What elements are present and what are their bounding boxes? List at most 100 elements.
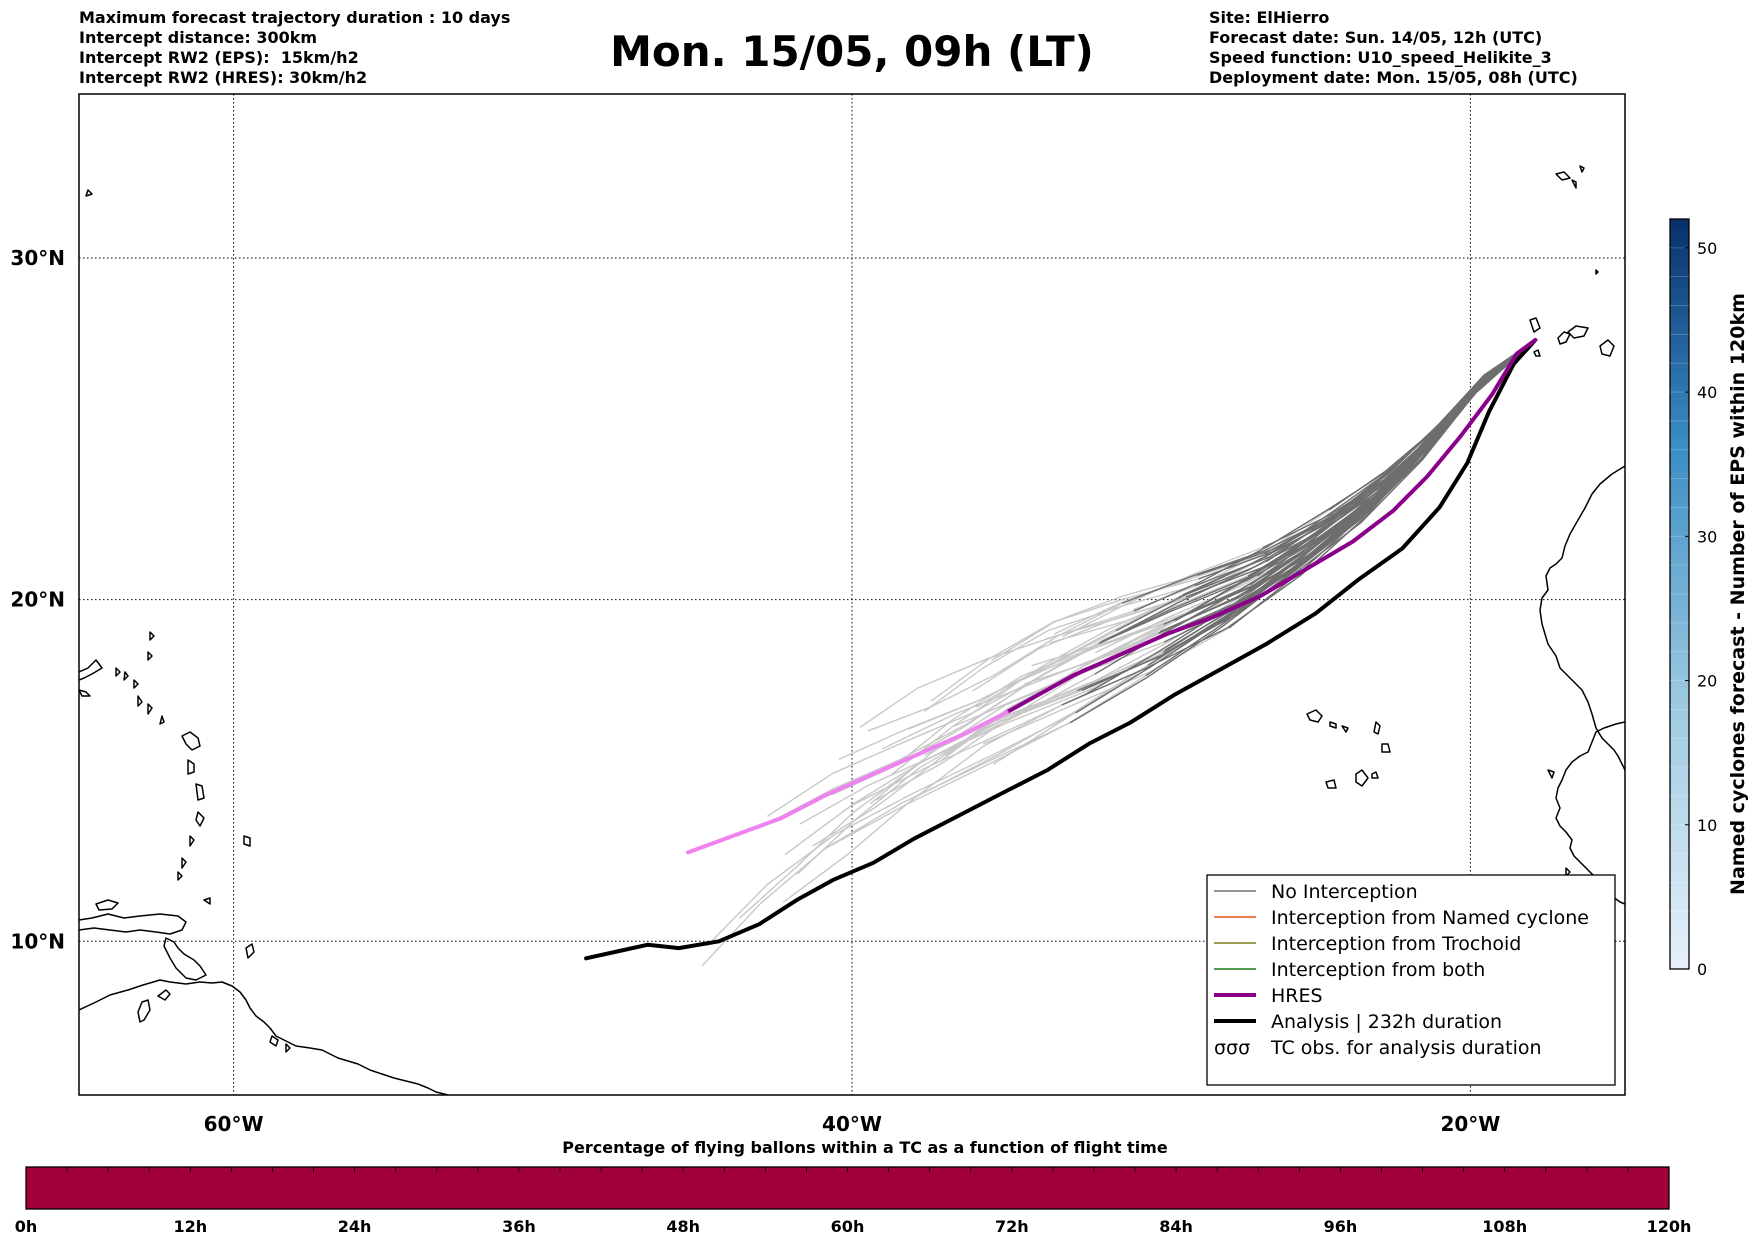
bottom-bar-tick-label: 24h [338,1217,372,1236]
bottom-bar-tick-label: 72h [995,1217,1029,1236]
ensemble-member-track [1145,339,1536,676]
coastlines [79,165,1625,1095]
coast-paraguana [157,989,171,1001]
coast-dominica [187,759,195,775]
coast-virgin [79,689,91,697]
lat-tick-label: 20°N [10,588,65,612]
ensemble-member-track-tail [784,692,1089,855]
coast-cape-verde-1 [1306,709,1323,723]
ensemble-member-track-tail [783,704,1063,903]
ensemble-member-track-tail [767,637,1112,817]
hres-track-early [686,710,1009,855]
coast-puerto-rico [95,899,119,911]
coast-cape-verde-6 [1355,769,1369,787]
colorbar-tick-label: 40 [1697,383,1717,402]
legend-item: σσσ TC obs. for analysis duration [1214,1037,1542,1059]
deployment-date: Deployment date: Mon. 15/05, 08h (UTC) [1209,68,1578,87]
bottom-bar-tick-label: 36h [502,1217,536,1236]
legend-item: HRES [1214,985,1323,1007]
bottom-bar-tick-label: 60h [831,1217,865,1236]
coast-cape-verde-3 [1373,721,1381,735]
bottom-bar-tick-label: 108h [1482,1217,1527,1236]
axis-tick-labels: 60°W 40°W 20°W 30°N 20°N 10°N [10,246,1500,1136]
ensemble-member-track-tail [907,594,1184,730]
hres-track [1004,338,1538,715]
colorbar-tick-label: 10 [1697,816,1717,835]
ensemble-member-track-tail [706,711,1077,947]
ensemble-tracks-no-interception [1061,339,1536,724]
colorbar-tick-label: 50 [1697,239,1717,258]
tc-obs-symbol-icon: σσσ [1214,1037,1250,1059]
coast-canary-1 [1529,317,1541,333]
legend-item: No Interception [1214,881,1418,903]
legend-item: Analysis | 232h duration [1214,1011,1502,1033]
coast-guadeloupe [181,731,201,751]
ensemble-member-track-tail [924,584,1197,712]
ensemble-member-track-tail [701,721,1072,967]
legend-item: Interception from Trochoid [1214,933,1521,955]
right-colorbar: 0 10 20 30 40 50 Named cyclones forecast - Nu… [1669,218,1749,979]
ensemble-member-track-tail [859,610,1136,728]
coast-misc-islands [85,189,155,677]
colorbar-tick-label: 20 [1697,672,1717,691]
header-right: Site: ElHierro Forecast date: Sun. 14/05… [1209,8,1578,88]
lon-tick-label: 60°W [204,1112,264,1136]
coast-cape-verde-2 [1329,721,1349,733]
lon-tick-label: 20°W [1440,1112,1500,1136]
speed-function: Speed function: U10_speed_Helikite_3 [1209,48,1552,67]
coast-canary-3 [1567,325,1589,339]
ensemble-member-track [1182,339,1536,596]
colorbar-tick-label: 0 [1697,960,1707,979]
coast-south-america [79,979,452,1095]
tc-percentage-bar [25,1166,1670,1210]
coast-trinidad [245,943,255,959]
main-tracks [584,338,1538,961]
lon-tick-label: 40°W [822,1112,882,1136]
legend-label: Interception from Named cyclone [1271,907,1589,929]
legend-label: Interception from both [1271,959,1485,981]
bottom-bar-tick-label: 96h [1324,1217,1358,1236]
coast-madeira [1555,165,1585,189]
coast-cape-verde-7 [1371,771,1379,779]
max-trajectory-duration: Maximum forecast trajectory duration : 1… [79,8,511,27]
coast-barbados [243,835,251,847]
intercept-rw2-eps: Intercept RW2 (EPS): 15km/h2 [79,48,359,67]
ensemble-member-track-tail [826,674,1148,849]
bottom-bar-tick-label: 84h [1159,1217,1193,1236]
bottom-bar-tick-label: 48h [666,1217,700,1236]
coast-canary-5 [1533,349,1541,357]
legend-label: Interception from Trochoid [1271,933,1521,955]
lat-tick-label: 10°N [10,929,65,953]
intercept-distance: Intercept distance: 300km [79,28,318,47]
legend: No Interception Interception from Named c… [1206,874,1616,1086]
legend-box [1206,874,1616,1086]
analysis-track [584,338,1538,961]
coast-hispaniola [79,913,187,935]
legend-item: Interception from Named cyclone [1214,907,1589,929]
legend-label: TC obs. for analysis duration [1270,1037,1542,1059]
ensemble-member-track-tail [892,619,1174,775]
lat-tick-label: 30°N [10,246,65,270]
legend-label: HRES [1271,985,1323,1007]
header-left: Maximum forecast trajectory duration : 1… [79,8,510,88]
coast-lesser-antilles-1 [123,671,143,707]
legend-item: Interception from both [1214,959,1485,981]
intercept-rw2-hres: Intercept RW2 (HRES): 30km/h2 [79,68,368,87]
cyclone-colorbar [1669,218,1690,970]
bottom-bar-title: Percentage of flying ballons within a TC… [562,1138,1168,1157]
coast-canary-2 [1557,331,1571,345]
ensemble-member-track-tail [976,596,1180,708]
ensemble-member-track [1262,339,1536,549]
legend-label: No Interception [1271,881,1418,903]
ensemble-tracks-light [701,508,1331,967]
bottom-bar-tick-label: 0h [15,1217,38,1236]
coast-orinoco [269,1035,291,1053]
coast-guinea-islands [1547,769,1571,877]
coast-cuba [79,659,103,681]
coast-tobago [203,897,211,905]
page-title: Mon. 15/05, 09h (LT) [610,27,1094,76]
coast-martinique [195,783,205,801]
ensemble-member-track-tail [867,602,1124,732]
ensemble-member-track-tail [991,574,1199,662]
